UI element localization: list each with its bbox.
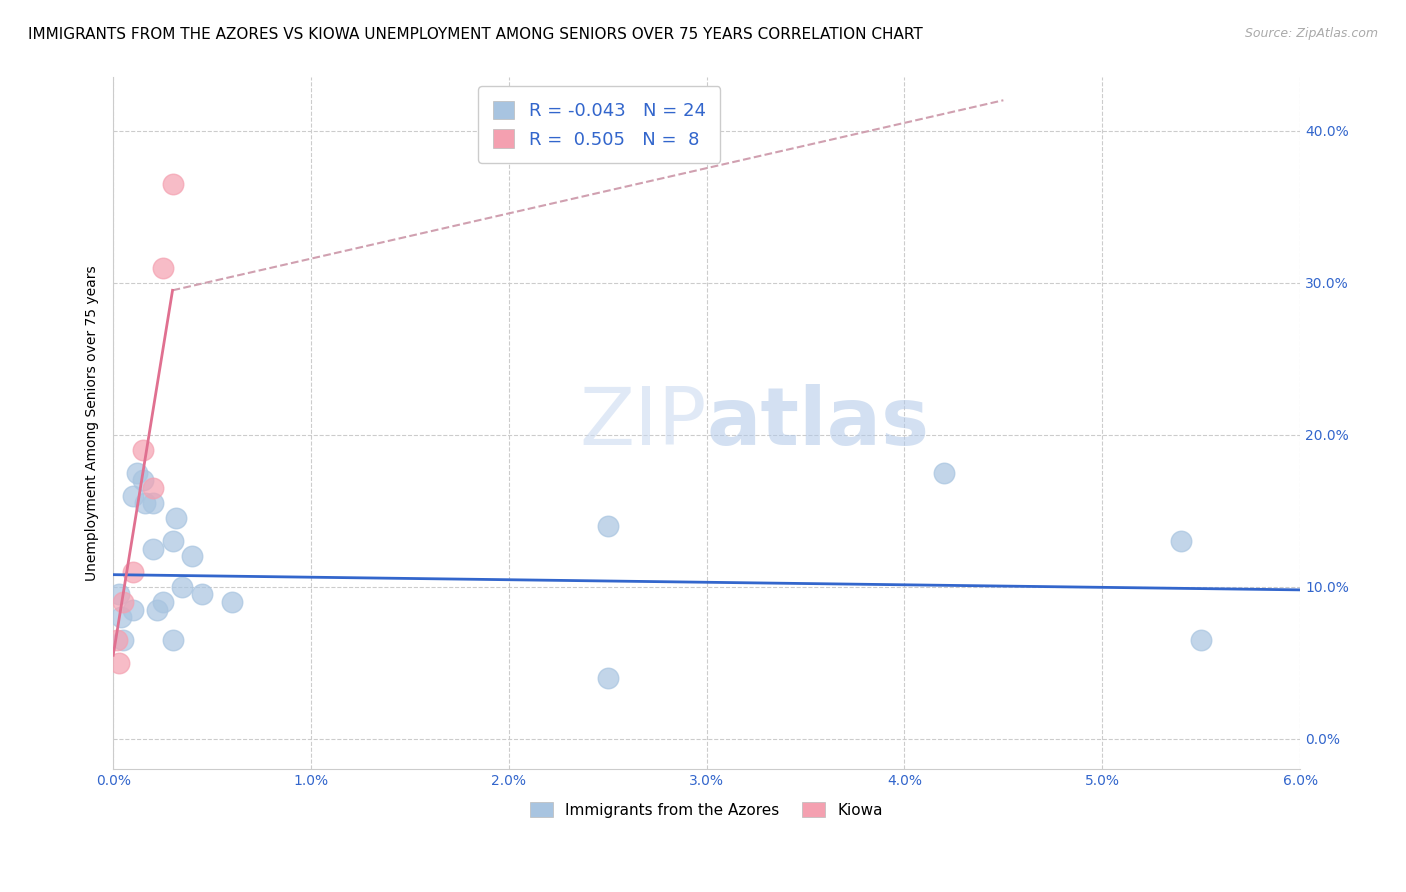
Point (132, 442, 155, 457)
Point (221, 595, 243, 609)
Y-axis label: Unemployment Among Seniors over 75 years: Unemployment Among Seniors over 75 years (86, 266, 100, 582)
Point (142, 481, 165, 495)
Point (110, 610, 132, 624)
Point (108, 587, 131, 601)
Text: atlas: atlas (707, 384, 929, 462)
Point (122, 489, 145, 503)
Point (132, 474, 155, 488)
Point (166, 511, 188, 525)
Point (162, 534, 184, 549)
Point (932, 466, 955, 480)
Point (108, 656, 131, 670)
Point (105, 633, 128, 648)
Point (191, 587, 214, 601)
Point (142, 496, 165, 510)
Point (181, 549, 204, 564)
Point (162, 177, 184, 191)
Point (122, 565, 145, 579)
Point (1170, 534, 1192, 549)
Point (162, 633, 184, 648)
Point (152, 260, 174, 275)
Point (125, 466, 148, 480)
Point (172, 580, 194, 594)
Text: ZIP: ZIP (579, 384, 707, 462)
Point (145, 602, 167, 616)
Point (596, 671, 619, 685)
Point (596, 519, 619, 533)
Point (122, 602, 145, 616)
Point (142, 541, 165, 556)
Point (152, 595, 174, 609)
Point (134, 496, 156, 510)
Point (112, 595, 135, 609)
Point (112, 633, 135, 648)
Point (1189, 633, 1212, 648)
Legend: Immigrants from the Azores, Kiowa: Immigrants from the Azores, Kiowa (524, 796, 889, 824)
Text: Source: ZipAtlas.com: Source: ZipAtlas.com (1244, 27, 1378, 40)
Text: IMMIGRANTS FROM THE AZORES VS KIOWA UNEMPLOYMENT AMONG SENIORS OVER 75 YEARS COR: IMMIGRANTS FROM THE AZORES VS KIOWA UNEM… (28, 27, 922, 42)
